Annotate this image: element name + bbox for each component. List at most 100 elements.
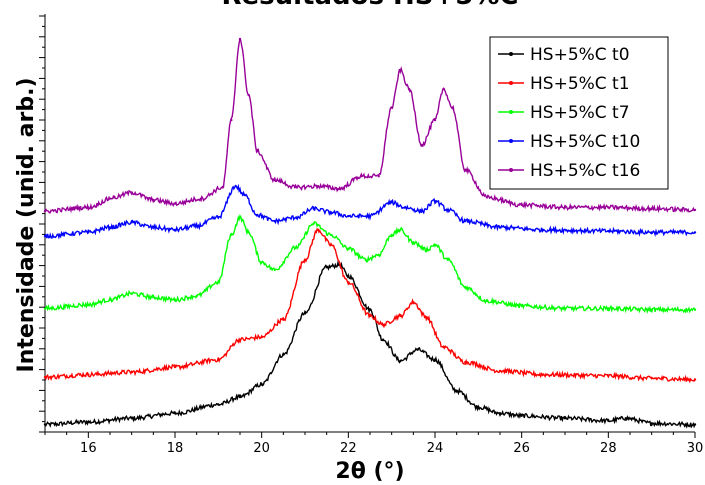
data-point (43, 307, 47, 310)
data-point (329, 243, 333, 246)
data-point (368, 308, 372, 311)
data-point (498, 369, 502, 373)
data-point (607, 419, 610, 422)
data-point (221, 186, 224, 189)
data-point (87, 303, 90, 306)
data-point (87, 231, 90, 234)
data-point (485, 299, 489, 303)
data-point (693, 378, 697, 381)
legend-label: HS+5%C t0 (530, 45, 630, 65)
data-point (693, 308, 697, 311)
chart-title: Resultados HS+5%C (221, 0, 518, 11)
data-point (347, 247, 350, 250)
data-point (199, 197, 203, 200)
data-point (260, 383, 263, 386)
data-point (607, 229, 610, 233)
data-point (390, 106, 393, 109)
data-point (381, 323, 385, 326)
y-axis-label: Intensidade (unid. arb.) (14, 77, 39, 372)
data-point (442, 87, 445, 91)
data-point (542, 228, 545, 232)
data-point (238, 395, 242, 399)
legend-label: HS+5%C t7 (530, 103, 630, 123)
data-point (217, 403, 220, 406)
data-point (390, 201, 393, 204)
data-point (412, 301, 415, 304)
legend-marker (509, 52, 513, 56)
data-point (273, 268, 276, 271)
x-tick-label: 30 (687, 441, 704, 456)
data-point (693, 231, 697, 234)
x-tick-label: 16 (80, 441, 97, 456)
data-point (420, 143, 424, 147)
data-point (520, 304, 523, 308)
data-point (43, 209, 47, 213)
data-point (316, 228, 320, 232)
data-point (477, 405, 480, 409)
data-point (217, 281, 220, 284)
data-point (650, 231, 653, 234)
data-point (403, 206, 406, 209)
data-point (217, 358, 220, 361)
data-point (247, 231, 250, 234)
data-point (347, 274, 350, 278)
data-point (464, 168, 467, 172)
data-point (446, 258, 450, 261)
data-point (650, 207, 653, 210)
data-point (464, 219, 467, 223)
legend-label: HS+5%C t10 (530, 132, 640, 152)
data-point (433, 200, 437, 203)
data-point (420, 209, 424, 213)
legend-marker (509, 81, 513, 85)
data-point (498, 412, 502, 415)
data-point (425, 248, 428, 251)
data-point (173, 298, 177, 301)
data-point (563, 206, 567, 209)
data-point (347, 214, 350, 218)
x-tick-label: 28 (600, 441, 617, 456)
data-point (455, 389, 458, 392)
data-point (693, 423, 697, 426)
data-point (520, 414, 523, 417)
series-line-3 (44, 183, 696, 240)
data-point (152, 198, 155, 202)
data-point (377, 175, 380, 178)
legend-marker (509, 139, 513, 143)
data-point (130, 370, 133, 374)
data-point (464, 286, 467, 289)
data-point (108, 226, 112, 229)
data-point (273, 219, 276, 223)
data-point (542, 373, 545, 376)
data-point (347, 281, 350, 284)
y-axis-ticks (39, 15, 45, 433)
data-point (217, 216, 220, 219)
data-point (87, 373, 90, 376)
legend-marker (509, 168, 513, 172)
data-point (368, 314, 372, 318)
data-point (152, 296, 155, 299)
x-tick-label: 20 (253, 441, 270, 456)
series-group (43, 37, 697, 429)
data-point (43, 423, 47, 426)
data-point (260, 336, 263, 339)
data-point (693, 208, 697, 212)
legend-label: HS+5%C t16 (530, 161, 640, 181)
x-axis-ticks: 16 18 20 22 24 26 28 30 (44, 432, 704, 456)
data-point (303, 258, 307, 261)
data-point (485, 196, 489, 199)
data-point (650, 377, 653, 380)
data-point (87, 420, 90, 424)
data-point (312, 222, 315, 225)
x-tick-label: 22 (340, 441, 357, 456)
data-point (234, 185, 237, 188)
data-point (433, 243, 437, 246)
data-point (364, 258, 367, 261)
data-point (563, 417, 567, 420)
data-point (43, 234, 47, 238)
legend: HS+5%C t0 HS+5%C t1 HS+5%C t7 HS+5%C t10 HS+… (489, 36, 669, 190)
data-point (130, 417, 133, 420)
data-point (464, 360, 467, 364)
data-point (316, 185, 320, 188)
data-point (173, 365, 177, 369)
